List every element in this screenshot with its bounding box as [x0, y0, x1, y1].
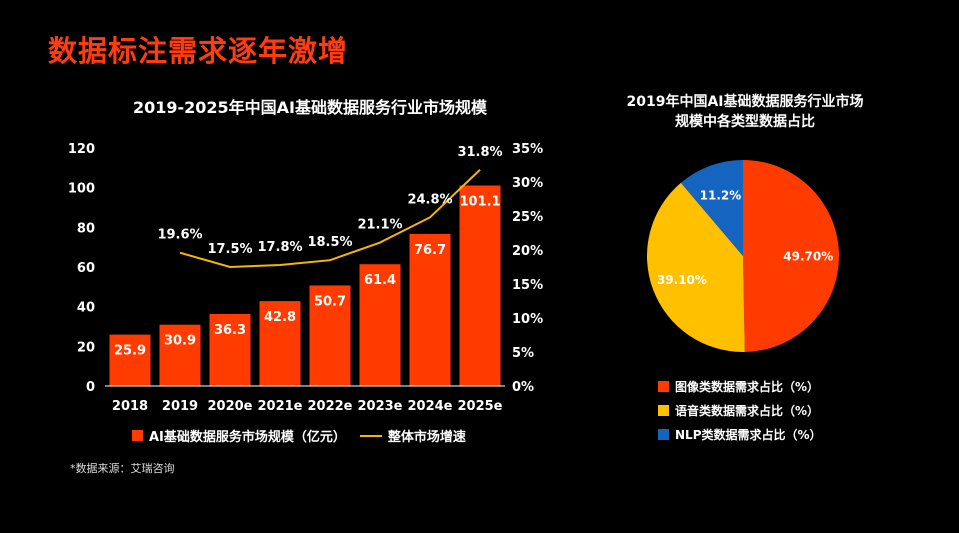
- bar-chart-legend: AI基础数据服务市场规模（亿元） 整体市场增速: [132, 426, 466, 445]
- x-tick-label: 2021e: [258, 399, 303, 414]
- line-data-label: 19.6%: [157, 228, 202, 243]
- pie-legend-item: 图像类数据需求占比（%）: [658, 374, 822, 398]
- pie-title-line-2: 规模中各类型数据占比: [675, 114, 815, 130]
- y-left-tick-label: 80: [77, 221, 95, 236]
- bar: [409, 233, 451, 386]
- pie-legend: 图像类数据需求占比（%） 语音类数据需求占比（%） NLP类数据需求占比（%）: [658, 374, 822, 446]
- legend-label-line: 整体市场增速: [387, 430, 466, 445]
- legend-label-bar: AI基础数据服务市场规模（亿元）: [149, 430, 346, 445]
- x-tick-label: 2024e: [408, 399, 453, 414]
- bar-data-label: 101.1: [459, 194, 500, 209]
- line-data-label: 18.5%: [307, 235, 352, 250]
- y-right-tick-label: 5%: [512, 346, 534, 361]
- line-data-label: 24.8%: [407, 192, 452, 207]
- x-tick-label: 2023e: [358, 399, 403, 414]
- legend-swatch-nlp: [658, 428, 669, 440]
- line-data-label: 17.8%: [257, 240, 302, 255]
- x-tick-label: 2025e: [458, 399, 503, 414]
- line-data-label: 17.5%: [207, 242, 252, 257]
- legend-swatch-bar: [132, 430, 143, 441]
- legend-swatch-voice: [658, 404, 669, 416]
- x-tick-label: 2019: [162, 399, 198, 414]
- line-data-label: 21.1%: [357, 218, 402, 233]
- legend-label-image: 图像类数据需求占比（%）: [675, 379, 820, 394]
- source-note: *数据来源：艾瑞咨询: [70, 462, 175, 475]
- y-right-tick-label: 25%: [512, 210, 543, 225]
- y-left-tick-label: 0: [86, 380, 95, 395]
- y-right-tick-label: 20%: [512, 244, 543, 259]
- x-tick-label: 2020e: [208, 399, 253, 414]
- bar-data-label: 30.9: [164, 334, 196, 349]
- bar-data-label: 42.8: [264, 310, 296, 325]
- bar: [159, 324, 201, 386]
- line-data-label: 31.8%: [457, 145, 502, 160]
- y-left-tick-label: 120: [68, 142, 95, 157]
- bar: [209, 314, 251, 386]
- bar: [109, 334, 151, 386]
- y-right-tick-label: 30%: [512, 176, 543, 191]
- y-left-tick-label: 60: [77, 261, 95, 276]
- bar: [259, 301, 301, 386]
- page-title: 数据标注需求逐年激增: [48, 34, 349, 68]
- growth-line: [179, 169, 481, 269]
- legend-label-voice: 语音类数据需求占比（%）: [675, 403, 820, 418]
- y-left-tick-label: 100: [68, 182, 95, 197]
- y-right-tick-label: 10%: [512, 312, 543, 327]
- legend-swatch-line: [359, 434, 382, 437]
- legend-swatch-image: [658, 380, 669, 392]
- bar-data-label: 50.7: [314, 294, 346, 309]
- pie-title-line-1: 2019年中国AI基础数据服务行业市场: [626, 94, 864, 110]
- bar-chart-title: 2019-2025年中国AI基础数据服务行业市场规模: [132, 98, 488, 117]
- y-right-tick-label: 0%: [512, 380, 534, 395]
- legend-label-nlp: NLP类数据需求占比（%）: [675, 427, 822, 442]
- y-right-tick-label: 15%: [512, 278, 543, 293]
- pie-legend-item: NLP类数据需求占比（%）: [658, 422, 822, 446]
- pie-chart-title: 2019年中国AI基础数据服务行业市场 规模中各类型数据占比: [595, 92, 895, 132]
- bar: [309, 285, 351, 386]
- bar-data-label: 36.3: [214, 323, 246, 338]
- bar-data-label: 76.7: [414, 243, 446, 258]
- bar: [359, 264, 401, 386]
- bar: [459, 185, 501, 386]
- y-left-tick-label: 20: [77, 340, 95, 355]
- bar-data-label: 61.4: [364, 273, 396, 288]
- x-tick-label: 2022e: [308, 399, 353, 414]
- y-left-tick-label: 40: [77, 301, 95, 316]
- pie-legend-item: 语音类数据需求占比（%）: [658, 398, 822, 422]
- bar-data-label: 25.9: [114, 344, 146, 359]
- x-tick-label: 2018: [112, 399, 148, 414]
- y-right-tick-label: 35%: [512, 142, 543, 157]
